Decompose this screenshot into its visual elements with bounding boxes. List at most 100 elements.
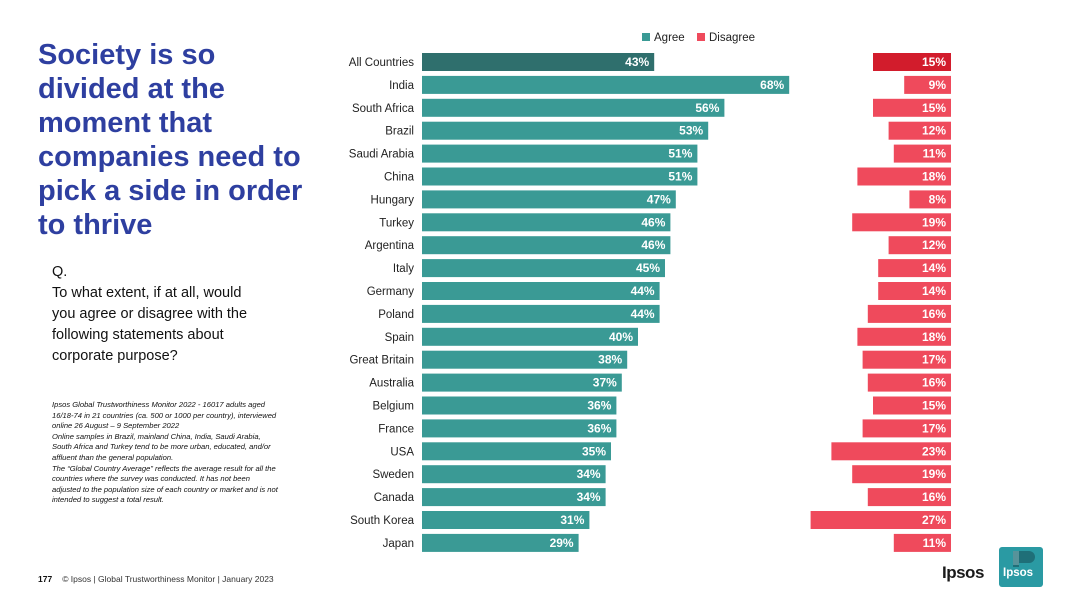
title-line: divided at the (38, 73, 225, 105)
disagree-value-label: 15% (922, 101, 946, 115)
disagree-value-label: 14% (922, 284, 946, 298)
agree-value-label: 47% (647, 192, 671, 206)
disagree-value-label: 16% (922, 376, 946, 390)
disagree-bar (867, 488, 951, 507)
agree-value-label: 40% (609, 330, 633, 344)
agree-value-label: 68% (760, 78, 784, 92)
disagree-bar (893, 144, 951, 163)
disagree-bar (867, 373, 951, 392)
category-label: Japan (383, 538, 414, 550)
agree-bar (422, 75, 790, 94)
agree-bar (422, 304, 660, 323)
note-line: intended to suggest a total result. (52, 495, 164, 505)
category-label: Saudi Arabia (349, 149, 415, 161)
category-label: Italy (393, 263, 414, 275)
page-number: 177 (38, 574, 53, 584)
agree-bar (422, 98, 725, 117)
question-line: corporate purpose? (52, 348, 178, 364)
category-label: Belgium (372, 401, 414, 413)
disagree-value-label: 12% (922, 238, 946, 252)
disagree-bar (878, 259, 951, 278)
agree-bar (422, 327, 638, 346)
disagree-bar (857, 327, 951, 346)
category-label: Turkey (379, 217, 414, 229)
category-label: Poland (378, 309, 414, 321)
ipsos-logo-icon (1013, 551, 1035, 567)
disagree-value-label: 11% (923, 147, 947, 161)
note-line: 16/18-74 in 21 countries (ca. 500 or 100… (52, 410, 277, 420)
ipsos-logo-text: Ipsos (942, 563, 984, 582)
category-label: All Countries (349, 57, 414, 69)
disagree-value-label: 12% (922, 124, 946, 138)
category-label: Hungary (371, 194, 415, 206)
ipsos-logo-box-text: Ipsos (1003, 567, 1034, 579)
title-line: pick a side in order (38, 175, 303, 207)
category-label: Germany (367, 286, 415, 298)
survey-question: Q. To what extent, if at all, would you ag… (52, 262, 282, 367)
agree-bar (422, 121, 709, 140)
disagree-bar (873, 98, 951, 117)
disagree-value-label: 14% (922, 261, 946, 275)
agree-value-label: 37% (593, 376, 617, 390)
disagree-bar (873, 53, 951, 71)
note-line: Ipsos Global Trustworthiness Monitor 202… (52, 400, 266, 409)
agree-bar (422, 533, 579, 552)
question-line: Q. (52, 264, 68, 280)
agree-bar (422, 396, 617, 415)
category-label: Great Britain (349, 355, 414, 367)
disagree-value-label: 19% (922, 467, 946, 481)
disagree-value-label: 17% (922, 353, 946, 367)
agree-bar (422, 167, 698, 186)
agree-value-label: 51% (668, 170, 692, 184)
category-label: Australia (369, 378, 414, 390)
note-line: countries where the survey was conducted… (52, 474, 250, 484)
legend-swatch-agree (642, 33, 650, 41)
disagree-bar (810, 511, 951, 529)
agree-bar (422, 465, 606, 484)
category-label: Argentina (365, 240, 415, 252)
disagree-value-label: 18% (922, 330, 946, 344)
disagree-value-label: 8% (929, 192, 947, 206)
disagree-bar (852, 213, 951, 232)
agree-value-label: 34% (577, 467, 601, 481)
footer: 177 © Ipsos | Global Trustworthiness Moni… (38, 574, 274, 584)
agree-value-label: 31% (560, 513, 584, 527)
category-label: Spain (385, 332, 414, 344)
disagree-bar (888, 121, 951, 140)
title-line: Society is so (38, 39, 216, 71)
disagree-bar (893, 533, 951, 552)
note-line: The “Global Country Average” reflects th… (52, 463, 276, 473)
agree-value-label: 34% (577, 490, 601, 504)
category-label: USA (390, 446, 414, 458)
legend-label-disagree: Disagree (709, 32, 755, 44)
footer-text: © Ipsos | Global Trustworthiness Monitor… (62, 574, 274, 584)
disagree-value-label: 15% (922, 399, 946, 413)
agree-value-label: 36% (587, 399, 611, 413)
agree-value-label: 56% (695, 101, 719, 115)
disagree-value-label: 23% (922, 444, 946, 458)
agree-value-label: 35% (582, 444, 606, 458)
disagree-bar (867, 304, 951, 323)
agree-bar (422, 282, 660, 300)
agree-bar (422, 190, 676, 209)
agree-value-label: 46% (641, 238, 665, 252)
disagree-value-label: 17% (922, 421, 946, 435)
agree-value-label: 44% (631, 284, 655, 298)
agree-value-label: 29% (550, 536, 574, 550)
agree-bar (422, 442, 611, 461)
agree-bar (422, 488, 606, 507)
agree-value-label: 46% (641, 215, 665, 229)
disagree-value-label: 16% (922, 490, 946, 504)
agree-value-label: 36% (587, 421, 611, 435)
disagree-bar (862, 350, 951, 369)
legend-label-agree: Agree (654, 32, 685, 44)
disagree-bar (873, 396, 951, 415)
methodology-notes: Ipsos Global Trustworthiness Monitor 202… (52, 400, 317, 506)
category-label: Sweden (372, 469, 414, 481)
agree-bar (422, 144, 698, 163)
note-line: Online samples in Brazil, mainland China… (52, 431, 261, 441)
disagree-value-label: 27% (922, 513, 946, 527)
agree-bar (422, 419, 617, 438)
note-line: affluent than the general population. (52, 452, 174, 462)
